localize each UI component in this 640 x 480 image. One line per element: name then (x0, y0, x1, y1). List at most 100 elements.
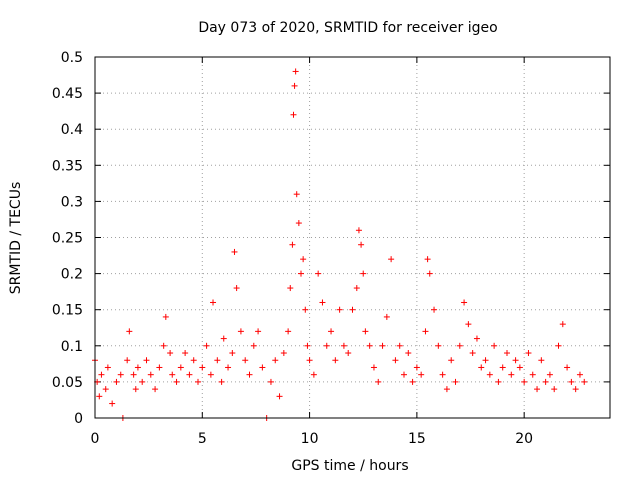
data-point (195, 378, 201, 385)
data-point (568, 378, 575, 385)
data-point (182, 350, 189, 357)
x-tick-label: 20 (515, 431, 533, 447)
data-point (300, 256, 307, 263)
data-point (379, 342, 386, 349)
x-tick-label: 0 (91, 431, 100, 447)
data-point (306, 357, 313, 364)
data-point (508, 371, 515, 378)
data-point (162, 313, 169, 320)
data-point (456, 342, 463, 349)
y-tick-label: 0 (74, 411, 83, 427)
data-point (199, 364, 206, 371)
data-point (340, 342, 347, 349)
data-point (113, 378, 120, 385)
data-points (92, 68, 588, 421)
y-tick-labels: 0 0.05 0.1 0.15 0.2 0.25 0.3 0.35 0.4 0.45 0.5 (52, 50, 83, 427)
data-point (349, 306, 356, 313)
data-point (96, 393, 103, 400)
data-point (169, 371, 176, 378)
data-point (117, 371, 124, 378)
data-point (315, 270, 322, 277)
x-tick-labels: 0 5 10 15 20 (91, 431, 534, 447)
data-point (285, 328, 292, 335)
data-point (104, 364, 111, 371)
x-tick-label: 10 (301, 431, 319, 447)
data-point (555, 342, 562, 349)
y-tick-label: 0.45 (52, 86, 83, 102)
data-point (220, 335, 227, 342)
data-point (310, 371, 317, 378)
data-point (225, 364, 232, 371)
data-point (203, 342, 210, 349)
data-point (465, 321, 472, 328)
data-point (109, 400, 116, 407)
data-point (525, 350, 532, 357)
x-axis-label: GPS time / hours (291, 458, 408, 474)
data-point (289, 241, 296, 248)
data-point (370, 364, 377, 371)
y-tick-label: 0.15 (52, 303, 83, 319)
data-point (287, 285, 294, 292)
data-point (538, 357, 545, 364)
data-point (207, 371, 214, 378)
data-point (486, 371, 493, 378)
data-point (559, 321, 566, 328)
data-point (246, 371, 253, 378)
data-point (298, 270, 304, 277)
data-point (229, 350, 236, 357)
data-point (328, 328, 335, 335)
data-point (190, 357, 197, 364)
data-point (512, 357, 519, 364)
data-point (546, 371, 553, 378)
data-point (362, 328, 369, 335)
y-tick-label: 0.1 (61, 339, 83, 355)
data-point (336, 306, 343, 313)
data-point (210, 299, 217, 306)
data-point (173, 378, 180, 385)
data-point (242, 357, 249, 364)
data-point (98, 371, 105, 378)
data-point (358, 241, 365, 248)
data-point (388, 256, 395, 263)
data-point (576, 371, 583, 378)
data-point (353, 285, 360, 292)
data-point (542, 378, 549, 385)
data-point (422, 328, 429, 335)
data-point (581, 378, 588, 385)
data-point (572, 386, 579, 393)
data-point (499, 364, 506, 371)
data-point (491, 342, 498, 349)
data-point (177, 364, 184, 371)
data-point (473, 335, 480, 342)
data-point (482, 357, 489, 364)
data-point (452, 378, 459, 385)
data-point (259, 364, 266, 371)
data-point (272, 357, 279, 364)
data-point (435, 342, 442, 349)
data-point (276, 393, 283, 400)
data-point (139, 378, 146, 385)
data-point (102, 386, 109, 393)
data-point (448, 357, 455, 364)
data-point (439, 371, 446, 378)
data-point (267, 378, 274, 385)
data-point (237, 328, 244, 335)
data-point (302, 306, 309, 313)
data-point (218, 378, 225, 385)
x-tick-label: 5 (198, 431, 207, 447)
data-point (160, 342, 167, 349)
data-point (295, 220, 302, 227)
data-point (186, 371, 193, 378)
data-point (250, 342, 257, 349)
data-point (332, 357, 339, 364)
data-point (443, 386, 450, 393)
data-point (292, 68, 299, 75)
y-tick-label: 0.2 (61, 267, 83, 283)
data-point (426, 270, 433, 277)
data-point (392, 357, 399, 364)
data-point (134, 364, 141, 371)
data-point (143, 357, 150, 364)
data-point (413, 364, 420, 371)
data-point (366, 342, 373, 349)
